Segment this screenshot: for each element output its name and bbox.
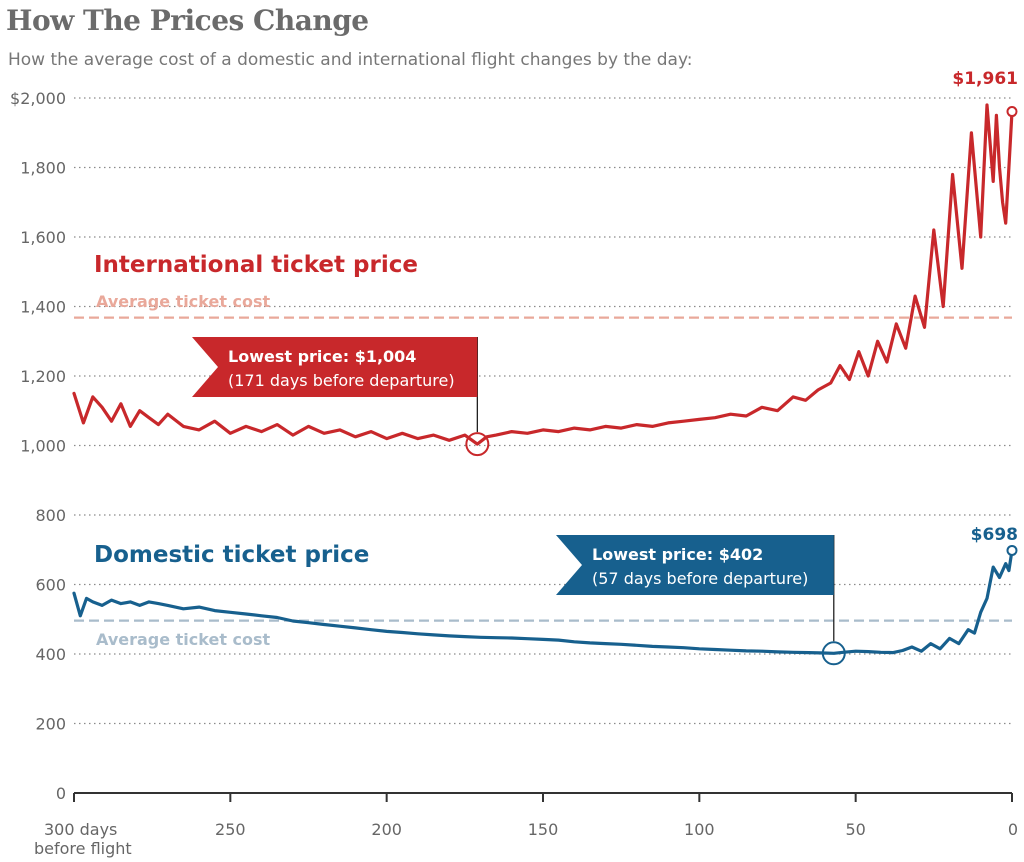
x-axis-ticks: 300 days 250 200 150 100 50 0 [44, 793, 1018, 839]
x-tick-label: 150 [528, 820, 559, 839]
domestic-series-label: Domestic ticket price [94, 542, 369, 568]
y-axis-ticks: 0 200 400 600 800 1,000 1,200 1,400 1,600 1,800 $2… [10, 89, 66, 803]
domestic-price-line [72, 548, 1014, 655]
y-tick-label: 1,800 [20, 159, 66, 178]
international-lowest-days: (171 days before departure) [228, 371, 455, 390]
y-tick-label: 1,600 [20, 228, 66, 247]
x-tick-label: 300 days [44, 820, 117, 839]
x-tick-label: 200 [371, 820, 402, 839]
x-tick-label: 0 [1008, 820, 1018, 839]
domestic-lowest-label: Lowest price: $402 [592, 545, 763, 564]
y-tick-label: $2,000 [10, 89, 66, 108]
domestic-average-label: Average ticket cost [96, 630, 271, 649]
y-tick-label: 1,400 [20, 298, 66, 317]
y-tick-label: 1,200 [20, 367, 66, 386]
chart-title: How The Prices Change [6, 4, 369, 37]
domestic-series: Average ticket cost Domestic ticket pric… [72, 525, 1018, 666]
international-callout-box [192, 337, 478, 397]
international-end-label: $1,961 [952, 69, 1018, 89]
x-tick-label: 50 [845, 820, 865, 839]
y-tick-label: 0 [56, 784, 66, 803]
international-average-label: Average ticket cost [96, 292, 271, 311]
international-price-line [72, 103, 1014, 446]
y-tick-label: 600 [35, 576, 66, 595]
international-series-label: International ticket price [94, 252, 418, 278]
international-series: Average ticket cost International ticket… [72, 69, 1018, 457]
y-tick-label: 800 [35, 506, 66, 525]
y-tick-label: 1,000 [20, 437, 66, 456]
international-lowest-label: Lowest price: $1,004 [228, 347, 416, 366]
international-lowest-marker [465, 432, 490, 457]
domestic-end-marker [1006, 544, 1018, 556]
domestic-end-label: $698 [971, 525, 1018, 545]
x-tick-label: 250 [215, 820, 246, 839]
domestic-callout-box [556, 535, 834, 595]
chart-subtitle: How the average cost of a domestic and i… [8, 50, 693, 70]
y-tick-label: 400 [35, 645, 66, 664]
x-tick-sublabel: before flight [34, 839, 132, 858]
domestic-lowest-days: (57 days before departure) [592, 569, 808, 588]
domestic-lowest-marker [821, 641, 846, 666]
x-tick-label: 100 [684, 820, 715, 839]
y-tick-label: 200 [35, 715, 66, 734]
international-end-marker [1006, 106, 1018, 118]
